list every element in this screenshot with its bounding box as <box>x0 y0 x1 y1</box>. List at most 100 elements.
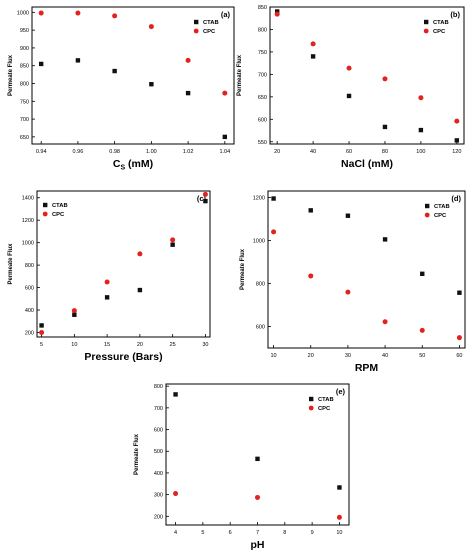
data-point-ctab <box>170 242 175 247</box>
x-tick-label: 60 <box>456 353 462 359</box>
data-point-cpc <box>454 118 460 124</box>
x-tick-label: 1.00 <box>146 149 157 155</box>
x-tick-label: 10 <box>336 530 342 536</box>
y-tick-label: 600 <box>258 117 267 123</box>
x-tick-label: 30 <box>202 342 208 348</box>
data-point-cpc <box>104 279 110 285</box>
panel-label: (b) <box>450 10 460 19</box>
data-point-cpc <box>148 24 154 30</box>
data-point-cpc <box>222 90 228 96</box>
panel-label: (d) <box>451 194 461 203</box>
x-tick-label: 10 <box>271 353 277 359</box>
data-point-cpc <box>274 11 280 17</box>
chart-panel-4: 10 20 30 40 50 60 600 800 1000 1200 Permeate Flux R… <box>240 190 466 374</box>
y-tick-label: 850 <box>20 64 29 70</box>
y-tick-label: 700 <box>154 406 163 412</box>
x-tick-label: 9 <box>311 530 314 536</box>
plot-frame <box>267 190 466 349</box>
panel-label: (e) <box>336 387 346 396</box>
data-point-ctab <box>137 287 143 293</box>
data-point-ctab <box>454 138 460 143</box>
y-tick-label: 700 <box>20 117 29 123</box>
data-point-cpc <box>382 76 388 82</box>
chart-panel-5: 4 5 6 7 8 9 10 200 300 400 500 600 700 800 Permeate Fl… <box>134 383 350 550</box>
data-point-ctab <box>149 82 154 87</box>
y-tick-label: 600 <box>256 324 265 330</box>
x-tick-label: 0.96 <box>73 149 84 155</box>
legend: CTAB CPC <box>42 202 68 218</box>
legend: CTAB CPC <box>423 19 449 35</box>
x-tick-label: 5 <box>201 530 204 536</box>
data-point-cpc <box>173 491 179 497</box>
x-tick-label: 25 <box>170 342 176 348</box>
legend-marker <box>309 396 314 402</box>
data-point-ctab <box>173 392 178 397</box>
data-point-cpc <box>185 57 191 63</box>
x-tick-label: 6 <box>229 530 232 536</box>
data-point-cpc <box>345 289 351 295</box>
data-point-ctab <box>420 271 425 277</box>
y-axis-label: Permeate Flux <box>8 54 14 96</box>
x-tick-label: 100 <box>416 149 425 155</box>
x-axis-label: Pressure (Bars) <box>84 351 162 363</box>
legend-entry: CPC <box>433 29 446 35</box>
data-point-cpc <box>346 65 352 71</box>
x-tick-label: 15 <box>104 342 110 348</box>
data-point-ctab <box>222 134 228 140</box>
y-tick-label: 1200 <box>22 218 34 224</box>
legend: CTAB CPC <box>308 396 334 412</box>
x-tick-label: 0.94 <box>36 149 47 155</box>
x-tick-label: 1.02 <box>183 149 194 155</box>
data-point-ctab <box>203 198 208 204</box>
data-point-ctab <box>274 9 280 14</box>
x-tick-label: 30 <box>345 353 351 359</box>
data-point-ctab <box>382 124 388 130</box>
plot-frame <box>36 190 211 338</box>
y-tick-label: 750 <box>258 50 267 56</box>
x-axis-label: pH <box>251 539 265 550</box>
legend-entry: CTAB <box>433 20 449 26</box>
y-tick-label: 200 <box>25 331 34 337</box>
data-point-cpc <box>137 251 143 257</box>
y-axis-label: Permeate Flux <box>134 433 140 475</box>
y-tick-label: 900 <box>20 46 29 52</box>
x-tick-label: 1.04 <box>219 149 230 155</box>
legend: CTAB CPC <box>424 203 450 219</box>
y-tick-label: 800 <box>20 82 29 88</box>
legend-entry: CTAB <box>52 203 68 209</box>
x-tick-label: 10 <box>71 342 77 348</box>
y-tick-label: 650 <box>258 95 267 101</box>
x-tick-label: 0.98 <box>109 149 120 155</box>
y-tick-label: 400 <box>25 308 34 314</box>
data-point-cpc <box>382 319 388 325</box>
data-point-ctab <box>345 213 351 218</box>
data-point-cpc <box>112 13 118 19</box>
data-point-cpc <box>310 41 316 47</box>
x-tick-label: 40 <box>310 149 316 155</box>
data-point-cpc <box>202 191 208 197</box>
y-tick-label: 800 <box>25 263 34 269</box>
x-tick-label: 7 <box>256 530 259 536</box>
data-point-ctab <box>75 58 81 63</box>
data-point-ctab <box>72 312 77 317</box>
data-point-ctab <box>457 290 462 295</box>
y-tick-label: 1000 <box>22 241 34 247</box>
data-point-ctab <box>382 237 388 242</box>
y-tick-label: 800 <box>258 27 267 33</box>
y-tick-label: 1000 <box>253 238 265 244</box>
x-tick-label: 4 <box>174 530 177 536</box>
data-point-cpc <box>308 273 314 279</box>
data-point-ctab <box>308 208 313 213</box>
x-tick-label: 5 <box>40 342 43 348</box>
x-axis-label: NaCl (mM) <box>341 158 393 170</box>
y-tick-label: 850 <box>258 5 267 11</box>
data-point-cpc <box>39 330 45 336</box>
y-tick-label: 700 <box>258 72 267 78</box>
panel-label: (c) <box>197 194 207 203</box>
data-point-cpc <box>170 237 176 243</box>
legend-entry: CTAB <box>434 204 450 210</box>
y-tick-label: 600 <box>25 286 34 292</box>
data-point-ctab <box>418 127 424 133</box>
data-point-ctab <box>255 456 260 462</box>
y-tick-label: 750 <box>20 99 29 105</box>
